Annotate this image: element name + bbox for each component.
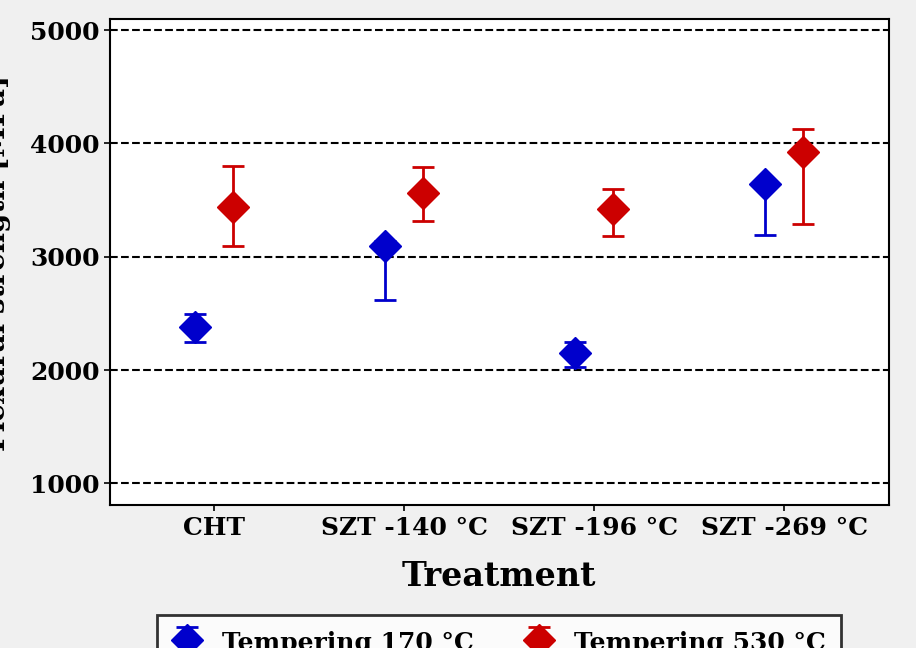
Y-axis label: Flexural strength [MPa]: Flexural strength [MPa]: [0, 75, 11, 450]
X-axis label: Treatment: Treatment: [402, 559, 596, 592]
Legend: Tempering 170 °C, Tempering 530 °C: Tempering 170 °C, Tempering 530 °C: [158, 615, 841, 648]
